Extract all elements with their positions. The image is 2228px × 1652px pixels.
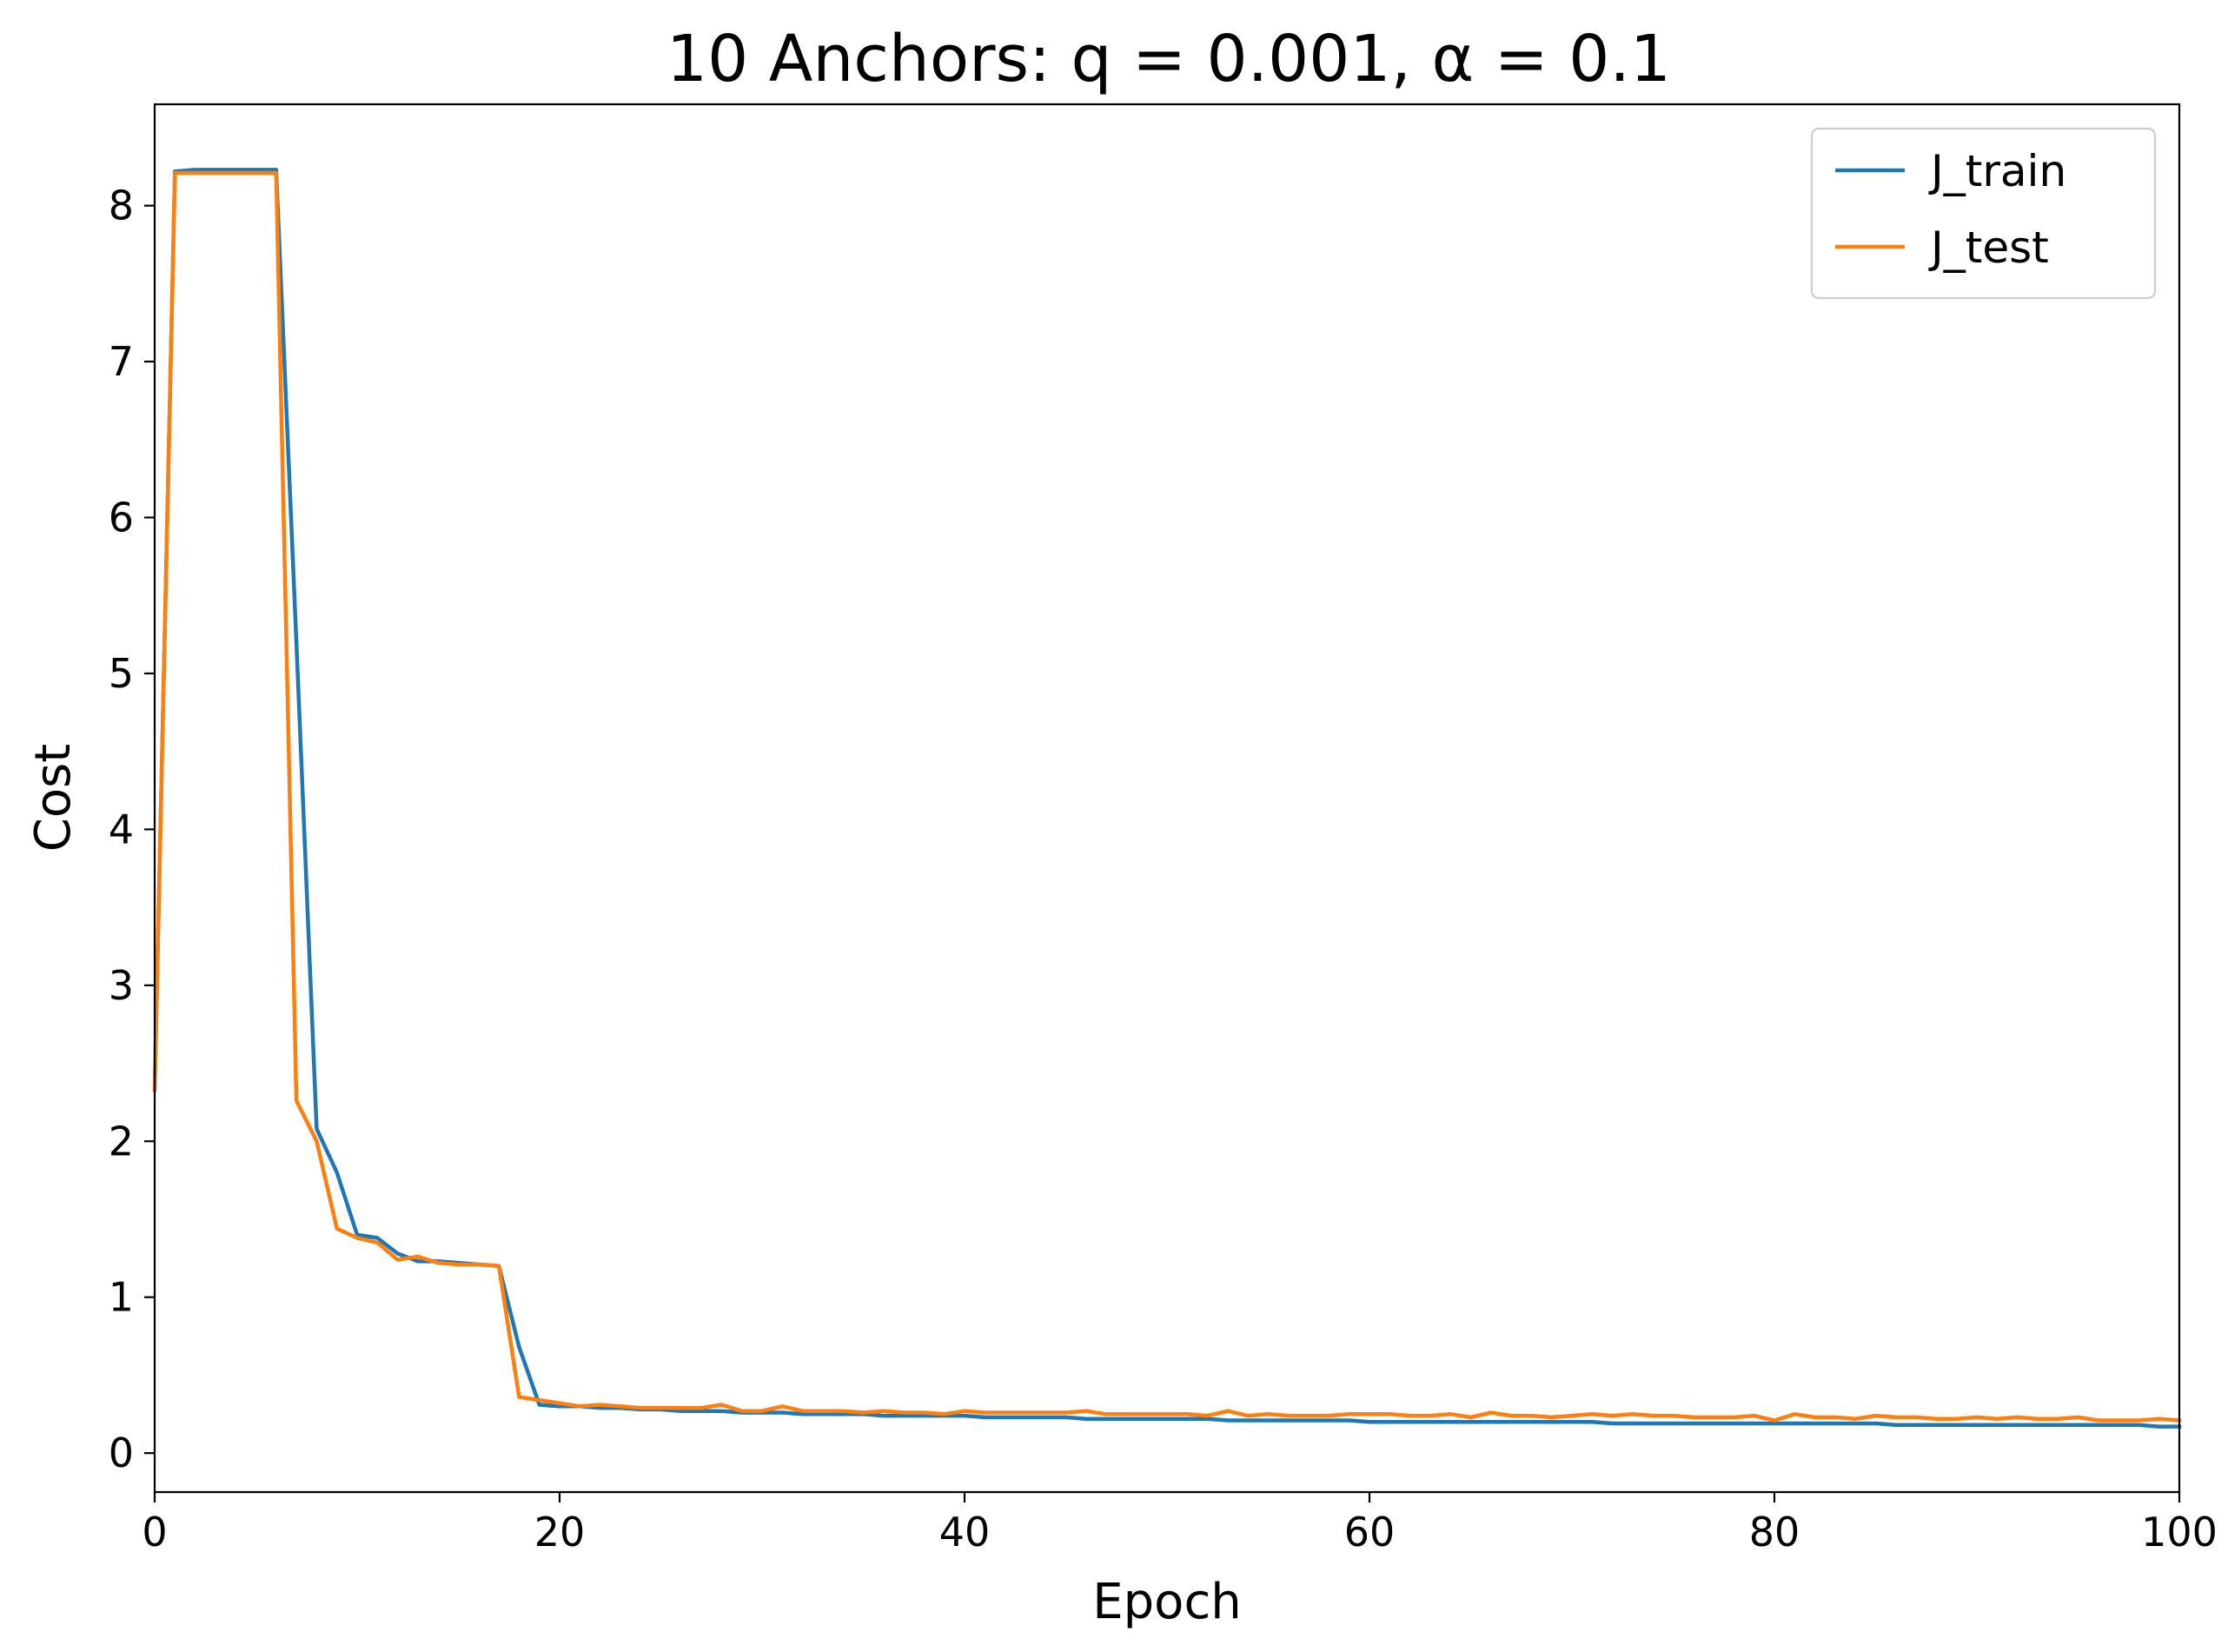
legend-label-j-test: J_test [1928, 222, 2049, 273]
x-tick-label: 60 [1344, 1509, 1396, 1556]
y-axis-ticks: 0 1 2 3 4 5 6 7 8 [109, 182, 155, 1476]
y-tick-label: 5 [109, 650, 134, 697]
series-line-j-test [152, 170, 2182, 1423]
x-tick-label: 0 [142, 1509, 167, 1556]
x-tick-label: 20 [534, 1509, 586, 1556]
y-tick-label: 3 [109, 962, 134, 1009]
x-tick-label: 80 [1749, 1509, 1800, 1556]
y-tick-label: 6 [109, 494, 134, 541]
y-tick-label: 7 [109, 338, 134, 385]
plot-area-frame [153, 103, 2181, 1494]
y-tick-label: 1 [109, 1274, 134, 1321]
x-axis-label: Epoch [1092, 1574, 1241, 1630]
y-tick-label: 8 [109, 182, 134, 229]
y-axis-label: Cost [25, 744, 82, 853]
series-layer [152, 168, 2182, 1429]
x-axis-ticks: 0 20 40 60 80 100 [142, 1492, 2218, 1556]
legend: J_train J_test [1810, 127, 2157, 300]
y-tick-label: 0 [109, 1430, 134, 1476]
y-tick-label: 2 [109, 1118, 134, 1164]
y-tick-label: 4 [109, 806, 134, 853]
chart-title: 10 Anchors: q = 0.001, α = 0.1 [666, 22, 1671, 96]
legend-label-j-train: J_train [1928, 146, 2066, 196]
x-tick-label: 40 [939, 1509, 991, 1556]
x-tick-label: 100 [2141, 1509, 2218, 1556]
